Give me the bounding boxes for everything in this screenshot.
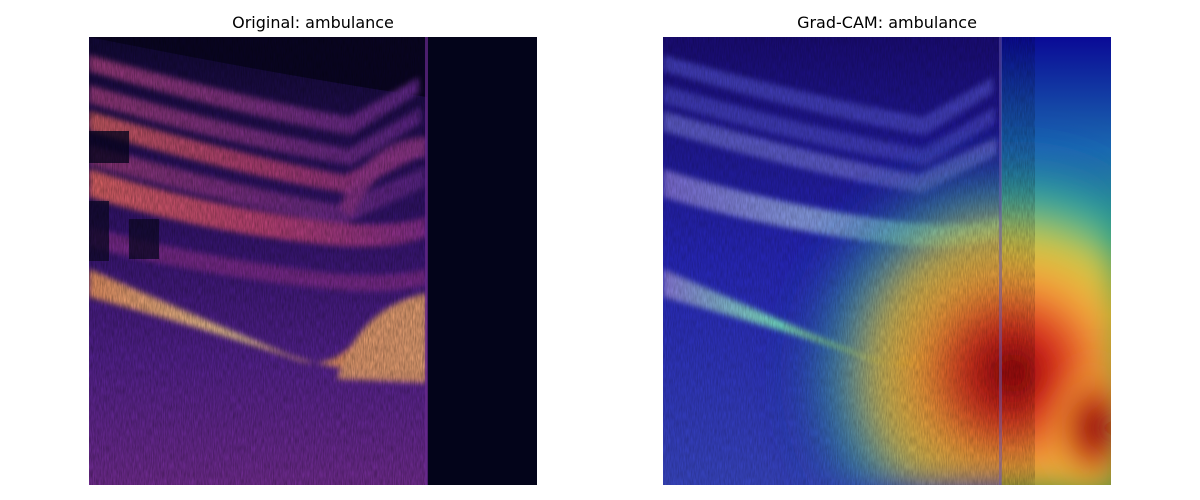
original-panel-title: Original: ambulance (232, 13, 394, 32)
gradcam-panel-title: Grad-CAM: ambulance (797, 13, 977, 32)
gradcam-heatmap-image (663, 37, 1111, 485)
original-spectrogram-image (89, 37, 537, 485)
